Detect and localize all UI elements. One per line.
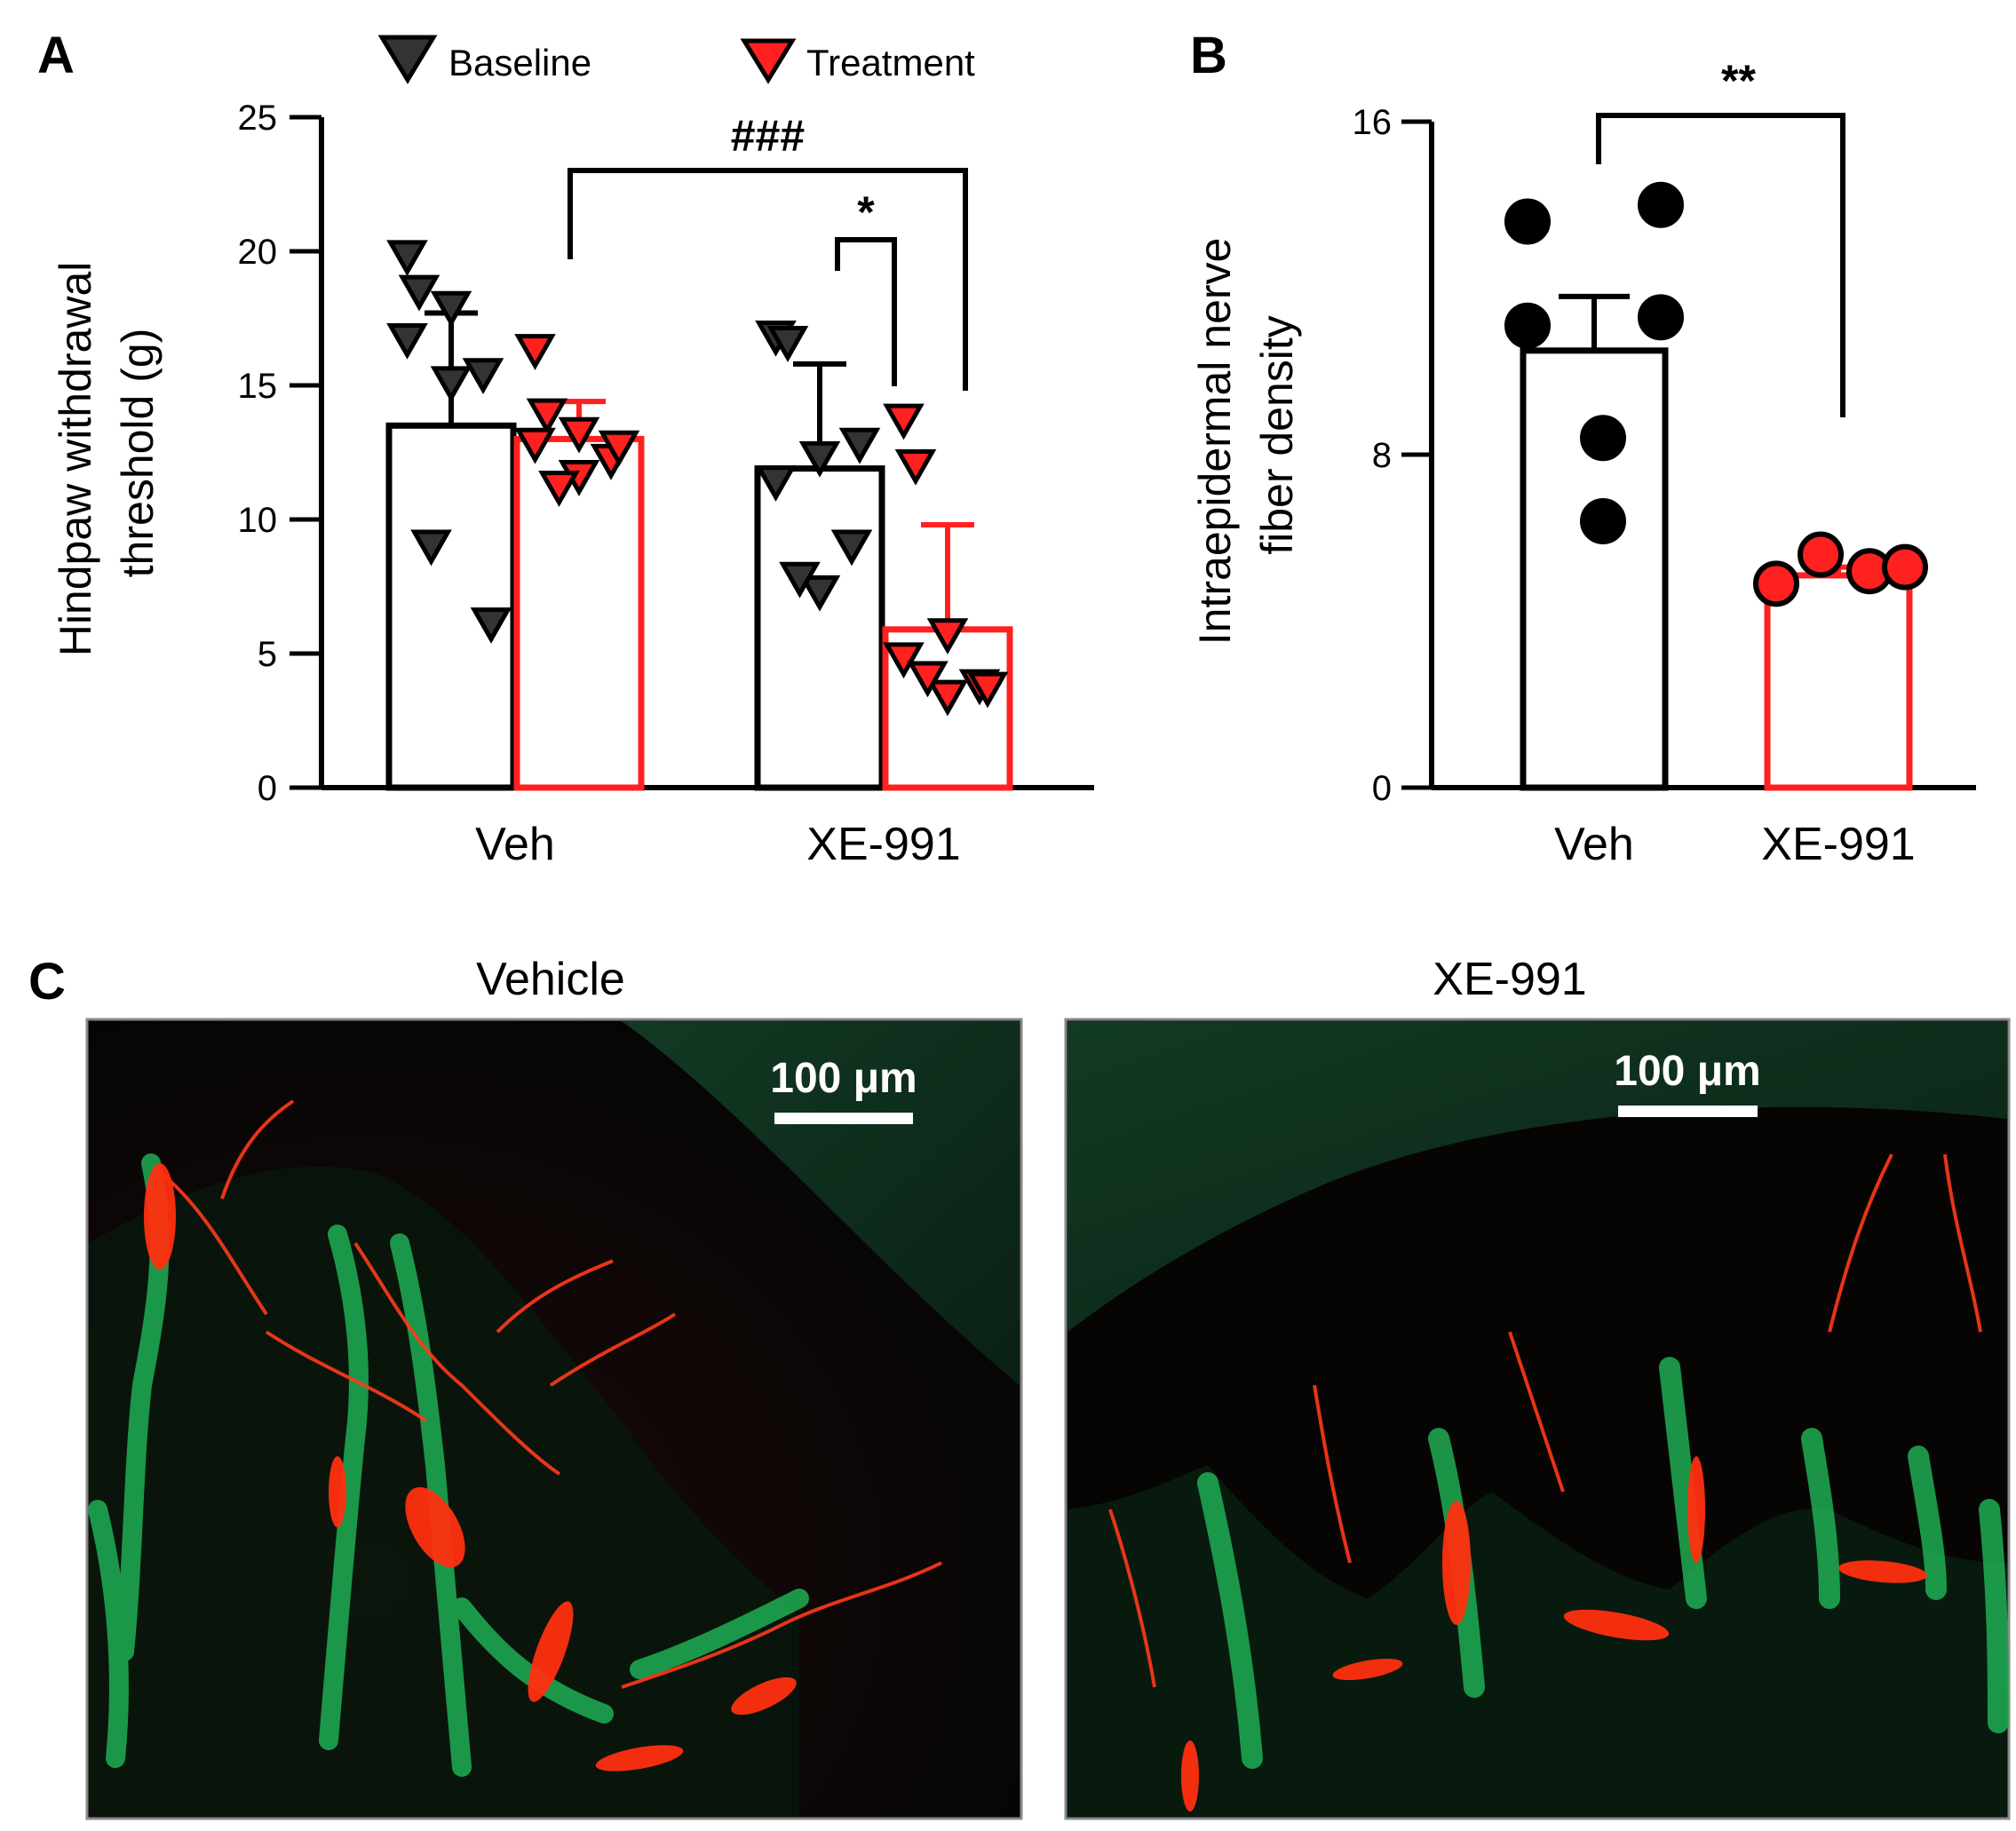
data-point-treatment: [538, 471, 580, 507]
data-point-treatment: [514, 334, 556, 370]
data-point-xe991: [1882, 543, 1928, 591]
y-axis-label-a-line2: threshold (g): [113, 329, 163, 578]
data-point-treatment: [883, 403, 925, 440]
data-point-baseline: [386, 323, 428, 360]
data-point-treatment: [526, 398, 568, 435]
data-point-treatment: [514, 427, 556, 464]
data-point-baseline: [798, 575, 841, 612]
significance-star: *: [857, 187, 875, 237]
chart-b: Intraepidermal nerve fiber density ** Ve…: [1190, 56, 1976, 870]
data-point-treatment: [894, 448, 937, 486]
scale-bar-label-vehicle: 100 μm: [770, 1055, 917, 1102]
legend-treatment-label: Treatment: [806, 42, 975, 83]
data-point-baseline: [386, 240, 428, 277]
data-point-treatment: [558, 416, 600, 454]
y-axis-label-b-line1: Intraepidermal nerve: [1190, 238, 1240, 646]
bar-treatment: [513, 435, 645, 791]
panel-label-b: B: [1190, 27, 1227, 84]
significance-bracket-star: [835, 237, 897, 386]
scale-bar-label-xe991: 100 μm: [1614, 1048, 1760, 1095]
data-point-baseline: [838, 427, 881, 464]
y-tick-label-a: 20: [238, 233, 278, 272]
data-point-treatment: [926, 679, 969, 717]
data-point-veh: [1580, 498, 1626, 544]
data-point-baseline: [462, 358, 504, 395]
y-tick-label-a: 5: [258, 635, 277, 674]
x-category-xe991-a: XE-991: [806, 819, 960, 870]
data-point-baseline: [830, 529, 873, 567]
data-point-veh: [1504, 302, 1551, 349]
y-tick-label-b: 0: [1372, 769, 1392, 808]
data-point-baseline: [470, 607, 512, 644]
y-tick-label-a: 25: [238, 99, 278, 138]
significance-double-star: **: [1721, 56, 1756, 106]
data-point-baseline: [430, 366, 472, 403]
data-point-treatment: [598, 430, 640, 467]
micrograph-xe991: 100 μm: [1064, 1018, 2011, 1820]
data-point-baseline: [398, 274, 441, 312]
legend-baseline-marker: [377, 35, 438, 84]
data-point-baseline: [430, 290, 472, 328]
data-point-treatment: [926, 618, 969, 654]
y-tick-label-a: 0: [258, 769, 277, 808]
y-tick-label-b: 8: [1372, 436, 1392, 475]
x-category-xe991-b: XE-991: [1761, 819, 1915, 870]
data-point-xe991: [1753, 560, 1799, 607]
legend-treatment-marker: [740, 38, 797, 84]
micrograph-title-vehicle: Vehicle: [476, 954, 625, 1005]
data-point-veh: [1638, 294, 1684, 341]
data-point-veh: [1638, 181, 1684, 228]
data-point-treatment: [883, 642, 925, 679]
y-axis-label-b-line2: fiber density: [1252, 315, 1302, 555]
data-point-baseline: [766, 326, 809, 362]
y-tick-label-a: 10: [238, 501, 278, 540]
data-point-baseline: [755, 465, 797, 502]
x-category-veh-b: Veh: [1554, 819, 1634, 870]
chart-a: Hindpaw withdrawal threshold (g) ### * V…: [51, 99, 1094, 870]
data-point-veh: [1580, 415, 1626, 462]
bar-baseline: [754, 465, 885, 791]
y-axis-label-a-line1: Hindpaw withdrawal: [51, 262, 100, 657]
significance-hash: ###: [731, 111, 805, 161]
panel-label-a: A: [37, 27, 75, 84]
legend: Baseline Treatment: [377, 35, 975, 84]
y-axis-label-b: Intraepidermal nerve fiber density: [1190, 226, 1302, 645]
y-tick-label-a: 15: [238, 367, 278, 406]
micrograph-title-xe991: XE-991: [1433, 954, 1586, 1005]
bar-veh: [1520, 347, 1669, 791]
data-point-veh: [1504, 198, 1551, 245]
data-point-treatment: [966, 671, 1009, 709]
data-point-treatment: [907, 661, 948, 698]
data-point-xe991: [1798, 531, 1844, 578]
significance-bracket-double-star: [1596, 113, 1845, 417]
significance-bracket-hash: [567, 168, 968, 391]
panel-label-c: C: [28, 953, 66, 1011]
bar-xe991: [1764, 572, 1913, 791]
data-point-baseline: [779, 561, 821, 598]
bar-baseline: [385, 422, 517, 791]
micrograph-vehicle: 100 μm: [85, 1018, 1023, 1820]
legend-baseline-label: Baseline: [448, 42, 591, 83]
data-point-baseline: [410, 529, 452, 567]
x-category-veh-a: Veh: [475, 819, 555, 870]
y-axis-label-a: Hindpaw withdrawal threshold (g): [51, 250, 163, 657]
y-tick-label-b: 16: [1353, 103, 1393, 142]
data-point-baseline: [798, 440, 841, 478]
